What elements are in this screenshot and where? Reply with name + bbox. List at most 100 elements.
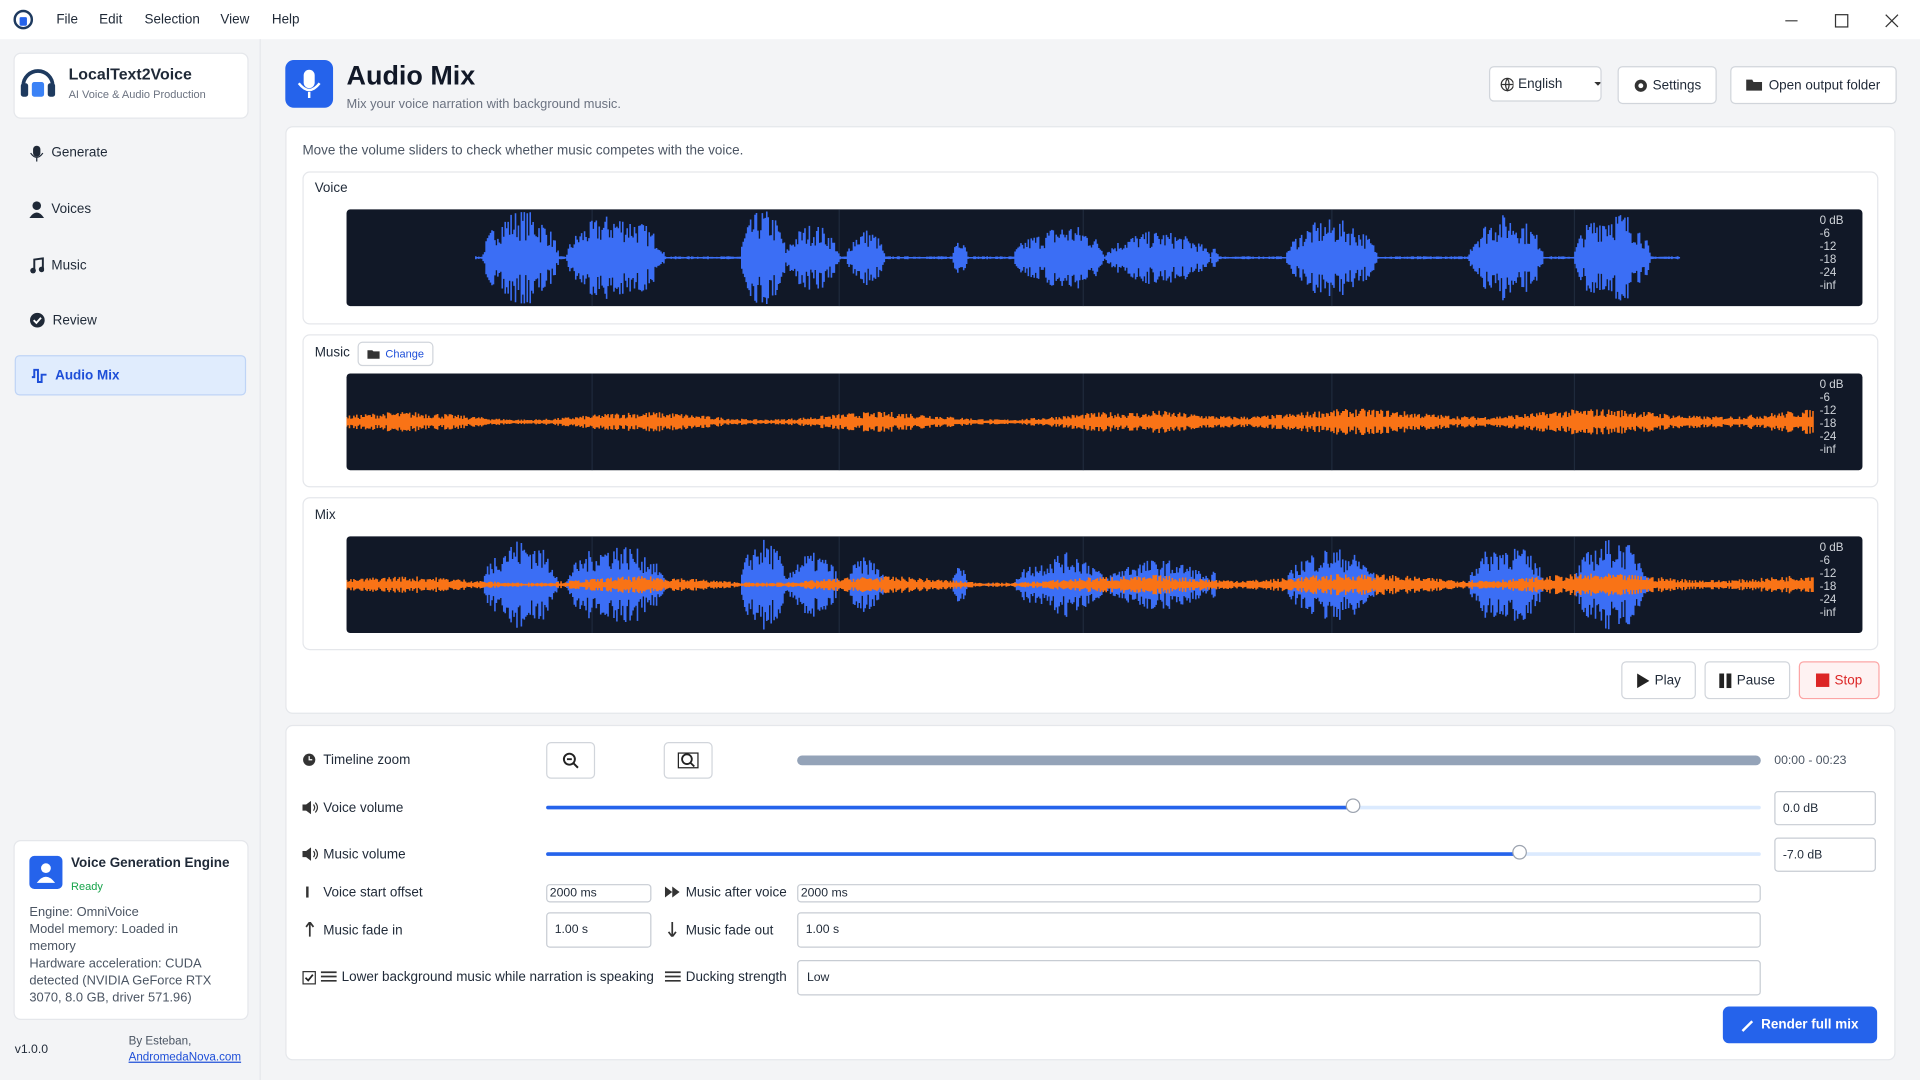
input-value: 2000 ms — [549, 886, 597, 900]
ducking-checkbox[interactable] — [302, 971, 316, 985]
ducking-strength-select[interactable]: Low — [797, 960, 1761, 996]
change-music-button[interactable]: Change — [357, 341, 434, 367]
brand-logo — [20, 69, 56, 97]
play-button[interactable]: Play — [1621, 661, 1696, 700]
music-wave — [346, 408, 1814, 435]
fade-out-input[interactable]: 1.00 s — [797, 912, 1761, 948]
input-value: Low — [806, 971, 830, 985]
menu-selection[interactable]: Selection — [144, 12, 200, 27]
app-icon — [13, 9, 34, 30]
zoom-fit-button[interactable] — [663, 742, 713, 779]
menu-file[interactable]: File — [56, 12, 79, 27]
track-label: Music — [314, 345, 350, 360]
label: Music after voice — [685, 885, 787, 900]
credit: By Esteban, — [128, 1034, 192, 1049]
page-subtitle: Mix your voice narration with background… — [346, 96, 621, 112]
zoom-out-button[interactable] — [546, 742, 596, 779]
speaker-icon — [302, 800, 319, 815]
slider-thumb[interactable] — [1512, 844, 1527, 860]
menu-help[interactable]: Help — [271, 12, 300, 27]
nav-review[interactable]: Review — [15, 300, 246, 340]
nav-label: Generate — [51, 145, 108, 160]
nav-generate[interactable]: Generate — [15, 132, 246, 172]
engine-detail: Model memory: Loaded in memory — [29, 922, 179, 954]
engine-icon — [29, 855, 63, 889]
fade-in-icon — [305, 922, 315, 937]
input-value: 0.0 dB — [1782, 801, 1819, 815]
credit-link[interactable]: AndromedaNova.com — [128, 1050, 242, 1065]
sliders-icon — [664, 971, 681, 982]
engine-detail: Engine: OmniVoice — [29, 904, 139, 920]
menu-edit[interactable]: Edit — [99, 12, 123, 27]
label: Voice volume — [323, 800, 404, 816]
db-scale-label: -6 — [1820, 227, 1830, 240]
engine-title: Voice Generation Engine — [71, 855, 230, 871]
music-volume-slider[interactable] — [546, 844, 1761, 860]
button-label: Settings — [1652, 77, 1702, 93]
db-scale-label: -12 — [1820, 240, 1837, 253]
db-scale-label: -12 — [1820, 404, 1837, 417]
stop-button[interactable]: Stop — [1798, 661, 1880, 700]
voice-volume-slider[interactable] — [546, 798, 1761, 814]
track-label: Voice — [314, 181, 348, 196]
language-value: English — [1518, 76, 1563, 92]
window-controls[interactable] — [1776, 10, 1911, 32]
db-scale-label: -18 — [1820, 253, 1837, 266]
voice-volume-input[interactable]: 0.0 dB — [1774, 791, 1876, 826]
nav-audio-mix[interactable]: Audio Mix — [14, 355, 247, 396]
menu-view[interactable]: View — [220, 12, 250, 27]
voice-offset-input[interactable]: 2000 ms — [546, 884, 652, 903]
db-scale-label: 0 dB — [1820, 378, 1844, 391]
label: Timeline zoom — [323, 753, 411, 768]
slider-thumb[interactable] — [1345, 798, 1361, 814]
db-scale-label: -24 — [1820, 430, 1837, 443]
timeline-scrollbar[interactable] — [797, 755, 1761, 766]
db-scale-label: -inf — [1820, 606, 1837, 619]
speaker-icon — [302, 847, 319, 861]
page-title: Audio Mix — [346, 60, 476, 91]
clock-icon — [303, 753, 316, 766]
music-volume-input[interactable]: -7.0 dB — [1774, 837, 1876, 872]
db-scale-label: -inf — [1820, 279, 1837, 292]
label: Music fade out — [685, 923, 774, 938]
nav-label: Audio Mix — [55, 367, 120, 383]
time-range: 00:00 - 00:23 — [1774, 754, 1847, 768]
offset-icon — [306, 886, 317, 898]
mix-music-wave — [346, 573, 1814, 596]
button-label: Pause — [1736, 672, 1776, 688]
engine-details: Engine: OmniVoice Model memory: Loaded i… — [29, 904, 225, 1007]
nav-label: Review — [52, 312, 97, 328]
db-scale-label: -inf — [1820, 443, 1837, 456]
music-after-input[interactable]: 2000 ms — [797, 884, 1761, 903]
pause-button[interactable]: Pause — [1704, 661, 1791, 700]
app-tagline: AI Voice & Audio Production — [68, 88, 206, 101]
db-scale-label: -18 — [1820, 417, 1837, 430]
open-folder-button[interactable]: Open output folder — [1730, 66, 1897, 105]
settings-button[interactable]: Settings — [1617, 66, 1717, 105]
label: Music volume — [323, 847, 406, 863]
input-value: 2000 ms — [800, 886, 848, 900]
forward-icon — [664, 886, 680, 898]
ducking-label: Lower background music while narration i… — [341, 969, 654, 985]
nav-label: Music — [51, 257, 87, 273]
db-scale-label: -6 — [1820, 391, 1830, 404]
button-label: Play — [1654, 672, 1681, 688]
track-label: Mix — [314, 508, 336, 523]
sliders-icon — [320, 971, 337, 982]
button-label: Open output folder — [1768, 77, 1881, 93]
nav-music[interactable]: Music — [15, 245, 246, 285]
button-label: Stop — [1834, 672, 1863, 688]
fade-in-input[interactable]: 1.00 s — [546, 912, 652, 948]
page-icon — [285, 60, 334, 108]
label: Ducking strength — [685, 969, 787, 985]
language-select[interactable]: English — [1488, 66, 1602, 102]
render-button[interactable]: Render full mix — [1722, 1006, 1878, 1044]
input-value: 1.00 s — [805, 923, 840, 937]
engine-detail: Hardware acceleration: CUDA detected (NV… — [29, 956, 212, 1006]
sidebar-divider — [259, 39, 261, 1080]
nav-voices[interactable]: Voices — [15, 189, 246, 229]
label: Music fade in — [323, 923, 403, 938]
db-scale-label: -18 — [1820, 580, 1837, 593]
